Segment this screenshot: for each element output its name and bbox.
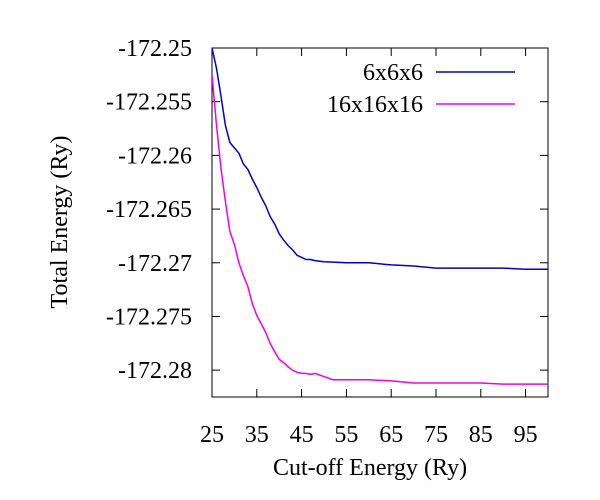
- legend-label: 6x6x6: [363, 60, 423, 86]
- y-tick-label: -172.265: [106, 197, 192, 223]
- y-tick-label: -172.25: [118, 36, 192, 62]
- ticks-layer: 25 35 45 55 65 75 85 95 -172.25 -172.255 -172.26 -1…: [106, 36, 548, 448]
- plot-frame: [211, 47, 549, 398]
- x-tick-label: 35: [245, 422, 269, 448]
- x-tick-label: 85: [469, 422, 493, 448]
- x-tick-label: 55: [334, 422, 358, 448]
- frame-layer: [211, 47, 549, 398]
- x-tick-label: 45: [290, 422, 314, 448]
- series-line-magenta: [212, 74, 548, 385]
- legend-label: 16x16x16: [327, 92, 423, 118]
- x-tick-label: 75: [424, 422, 448, 448]
- y-tick-label: -172.255: [106, 90, 192, 116]
- x-tick-label: 65: [379, 422, 403, 448]
- x-tick-label: 25: [200, 422, 224, 448]
- y-tick-label: -172.28: [118, 358, 192, 384]
- series-line-blue: [212, 48, 548, 270]
- y-tick-label: -172.27: [118, 251, 192, 277]
- x-axis-label: Cut-off Energy (Ry): [273, 455, 467, 481]
- y-tick-label: -172.275: [106, 304, 192, 330]
- series-layer: [212, 48, 548, 385]
- x-tick-label: 95: [514, 422, 538, 448]
- legend: 6x6x6 16x16x16: [327, 60, 515, 118]
- y-axis-label: Total Energy (Ry): [47, 136, 73, 309]
- y-tick-label: -172.26: [118, 143, 192, 169]
